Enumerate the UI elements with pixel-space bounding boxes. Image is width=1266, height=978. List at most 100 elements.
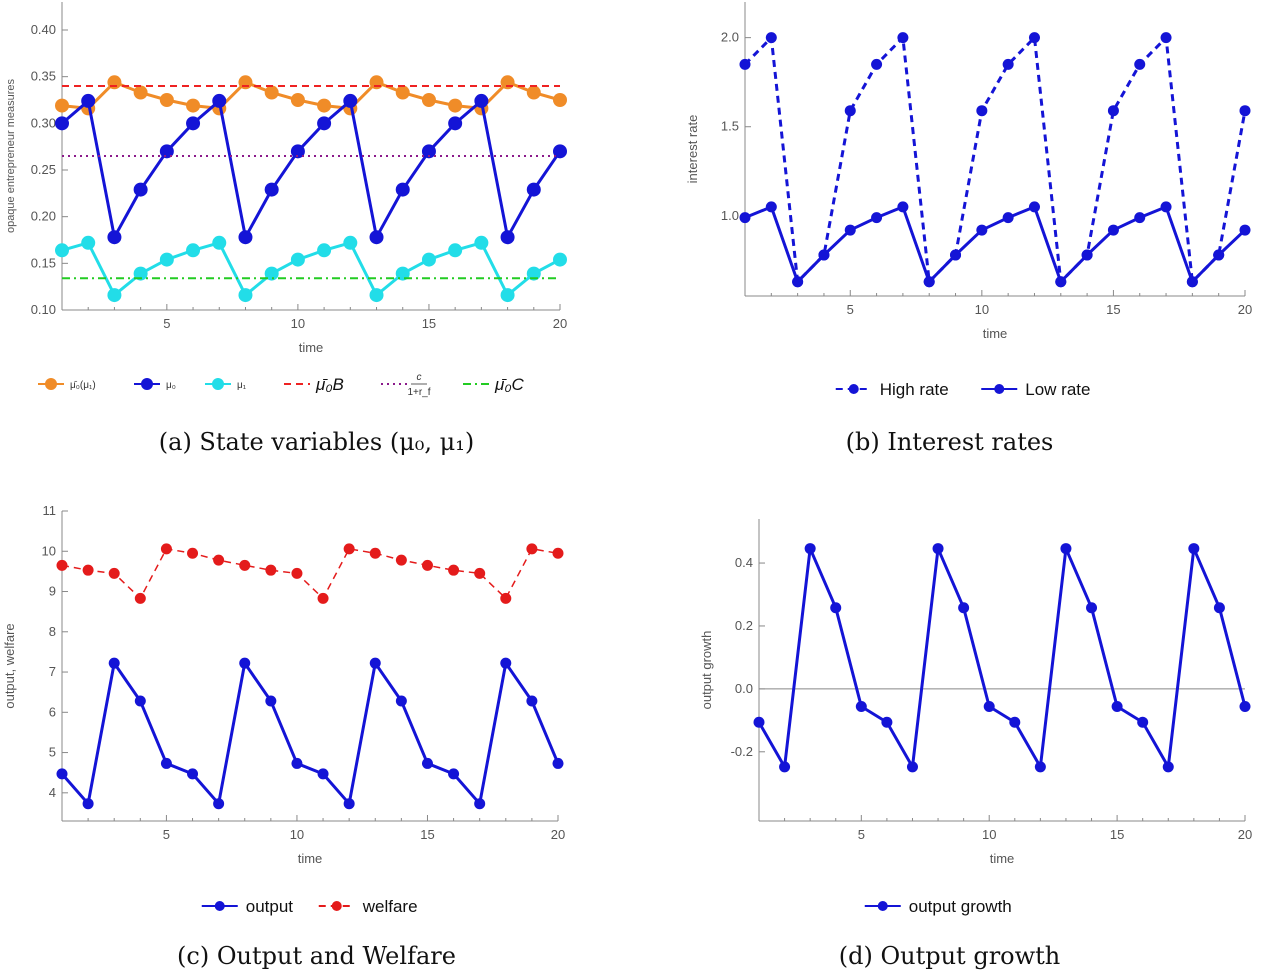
- data-point: [239, 559, 251, 571]
- series-Low rate: [739, 201, 1251, 288]
- data-point: [923, 276, 935, 288]
- data-point: [448, 564, 460, 576]
- data-point: [212, 235, 227, 250]
- y-tick-label: 0.40: [31, 22, 56, 37]
- data-point: [1081, 249, 1093, 261]
- data-point: [238, 75, 253, 90]
- data-point: [500, 592, 512, 604]
- data-point: [474, 93, 489, 108]
- data-point: [958, 602, 970, 614]
- legend-item: μ̄₀(μ₁): [38, 378, 96, 391]
- y-tick-label: 1.0: [721, 208, 739, 223]
- data-point: [500, 657, 512, 669]
- data-point: [1107, 105, 1119, 117]
- data-point: [739, 58, 751, 70]
- data-point: [1186, 276, 1198, 288]
- data-point: [238, 230, 253, 245]
- data-point: [239, 657, 251, 669]
- data-point: [133, 266, 148, 281]
- data-point: [1002, 212, 1014, 224]
- data-point: [1134, 212, 1146, 224]
- y-tick-label: 2.0: [721, 30, 739, 45]
- legend-marker: [45, 378, 57, 390]
- series-output: [56, 657, 564, 810]
- data-point: [448, 98, 463, 113]
- output-welfare-chart: 5 10 15 20 4 5 6 7 8 9 10 11 time output, welfare outp…: [2, 503, 565, 916]
- data-point: [343, 235, 358, 250]
- data-point: [317, 98, 332, 113]
- data-point: [187, 768, 199, 780]
- data-point: [55, 243, 69, 258]
- data-point: [291, 757, 303, 769]
- legend-item: μ̄₀C: [463, 375, 524, 394]
- data-point: [395, 85, 410, 100]
- data-point: [552, 757, 564, 769]
- output-growth-chart: 5 10 15 20 -0.2 0.0 0.2 0.4 time output growth out…: [699, 519, 1252, 916]
- data-point: [212, 93, 227, 108]
- data-point: [500, 230, 515, 245]
- data-point: [553, 93, 567, 107]
- data-point: [526, 543, 538, 555]
- data-point: [1213, 602, 1225, 614]
- y-tick-label: 0.30: [31, 115, 56, 130]
- data-point: [526, 695, 538, 707]
- data-point: [792, 276, 804, 288]
- data-point: [739, 212, 751, 224]
- data-point: [1028, 201, 1040, 213]
- series-μ₀: [55, 93, 567, 245]
- x-tick-label: 5: [163, 827, 170, 842]
- x-axis-label: time: [298, 851, 323, 866]
- data-point: [1055, 276, 1067, 288]
- data-point: [133, 85, 148, 100]
- y-tick-label: 0.2: [735, 618, 753, 633]
- x-tick-label: 5: [858, 827, 865, 842]
- legend-item: High rate: [835, 380, 949, 399]
- data-point: [343, 798, 355, 810]
- series-line: [744, 205, 1247, 284]
- data-point: [1028, 32, 1040, 44]
- x-tick-label: 5: [847, 302, 854, 317]
- data-point: [1111, 700, 1123, 712]
- legend-item: Low rate: [981, 380, 1090, 399]
- data-point: [906, 761, 918, 773]
- y-tick-label: 0.15: [31, 255, 56, 270]
- data-point: [108, 657, 120, 669]
- data-point: [1239, 105, 1251, 117]
- data-point: [855, 700, 867, 712]
- data-point: [317, 243, 332, 258]
- data-point: [81, 93, 96, 108]
- y-tick-label: 0.4: [735, 555, 753, 570]
- x-tick-label: 10: [290, 827, 304, 842]
- data-point: [187, 547, 199, 559]
- legend-item: output growth: [864, 897, 1012, 916]
- legend-item: μ̄₀B: [284, 375, 344, 394]
- data-point: [976, 105, 988, 117]
- data-point: [160, 757, 172, 769]
- data-point: [897, 32, 909, 44]
- series-output growth: [753, 543, 1251, 773]
- data-point: [830, 602, 842, 614]
- series-High rate: [739, 32, 1251, 288]
- data-point: [474, 798, 486, 810]
- data-point: [134, 592, 146, 604]
- panel-output-welfare: 5 10 15 20 4 5 6 7 8 9 10 11 time output, welfare outp…: [0, 489, 633, 978]
- x-tick-label: 15: [420, 827, 434, 842]
- legend-label: μ̄₀(μ₁): [70, 380, 96, 391]
- legend-item: c 1+r_f: [381, 372, 431, 398]
- data-point: [395, 554, 407, 566]
- data-point: [1162, 761, 1174, 773]
- legend-label: μ̄₀C: [494, 375, 524, 394]
- data-point: [448, 768, 460, 780]
- data-point: [552, 547, 564, 559]
- data-point: [1086, 602, 1098, 614]
- data-point: [395, 266, 410, 281]
- data-point: [553, 144, 567, 159]
- data-point: [526, 85, 541, 100]
- x-tick-label: 10: [975, 302, 989, 317]
- data-point: [1060, 543, 1072, 555]
- y-tick-label: 0.10: [31, 302, 56, 317]
- legend-label: output: [246, 897, 294, 916]
- data-point: [421, 93, 436, 107]
- data-point: [448, 116, 463, 131]
- caption-c: (c) Output and Welfare: [177, 942, 456, 970]
